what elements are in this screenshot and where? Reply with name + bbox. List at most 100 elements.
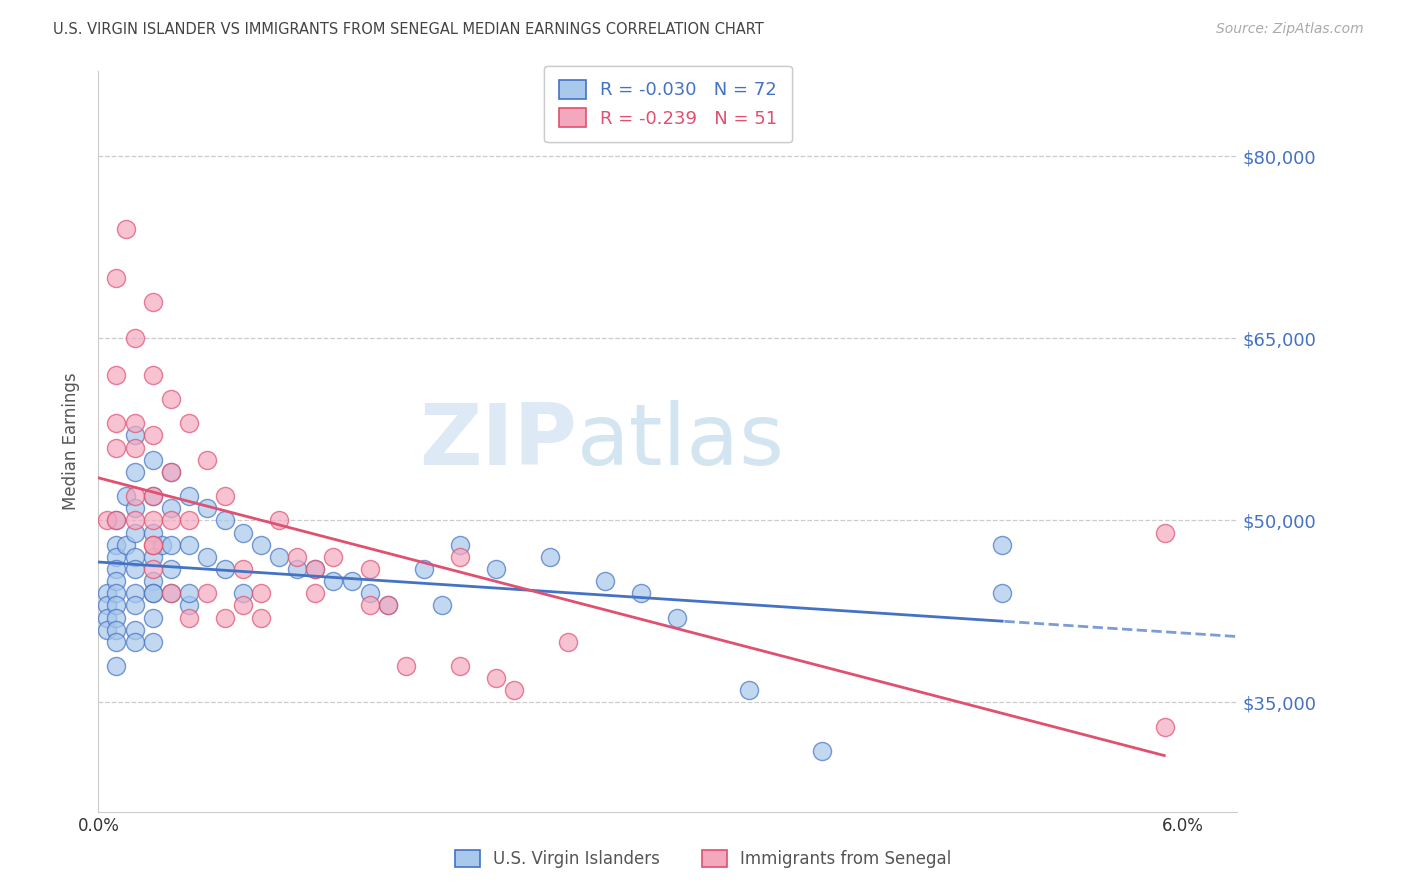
Point	[195, 452, 218, 467]
Point	[630, 586, 652, 600]
Point	[105, 368, 128, 382]
Point	[96, 610, 118, 624]
Point	[593, 574, 616, 588]
Point	[124, 525, 146, 540]
Point	[96, 599, 118, 613]
Point	[214, 489, 236, 503]
Point	[124, 635, 146, 649]
Point	[105, 538, 128, 552]
Point	[105, 562, 128, 576]
Point	[142, 586, 165, 600]
Point	[124, 549, 146, 564]
Point	[503, 683, 526, 698]
Point	[214, 513, 236, 527]
Point	[177, 599, 200, 613]
Point	[124, 465, 146, 479]
Point	[142, 562, 165, 576]
Point	[105, 513, 128, 527]
Point	[269, 513, 291, 527]
Point	[232, 525, 254, 540]
Point	[124, 417, 146, 431]
Point	[304, 562, 326, 576]
Point	[195, 549, 218, 564]
Point	[195, 501, 218, 516]
Text: U.S. VIRGIN ISLANDER VS IMMIGRANTS FROM SENEGAL MEDIAN EARNINGS CORRELATION CHAR: U.S. VIRGIN ISLANDER VS IMMIGRANTS FROM …	[53, 22, 765, 37]
Point	[177, 586, 200, 600]
Point	[105, 417, 128, 431]
Point	[142, 489, 165, 503]
Point	[105, 574, 128, 588]
Point	[159, 501, 181, 516]
Point	[142, 610, 165, 624]
Point	[142, 525, 165, 540]
Point	[142, 538, 165, 552]
Point	[322, 549, 344, 564]
Point	[159, 465, 181, 479]
Point	[142, 295, 165, 310]
Point	[124, 599, 146, 613]
Point	[304, 562, 326, 576]
Legend: U.S. Virgin Islanders, Immigrants from Senegal: U.S. Virgin Islanders, Immigrants from S…	[449, 843, 957, 875]
Point	[304, 586, 326, 600]
Point	[449, 538, 471, 552]
Point	[142, 489, 165, 503]
Point	[105, 659, 128, 673]
Point	[142, 428, 165, 442]
Point	[124, 513, 146, 527]
Point	[485, 671, 508, 685]
Point	[232, 562, 254, 576]
Point	[285, 562, 308, 576]
Point	[142, 452, 165, 467]
Text: ZIP: ZIP	[419, 400, 576, 483]
Point	[232, 599, 254, 613]
Point	[159, 392, 181, 406]
Point	[232, 586, 254, 600]
Point	[177, 489, 200, 503]
Point	[430, 599, 453, 613]
Point	[159, 586, 181, 600]
Point	[124, 428, 146, 442]
Point	[538, 549, 561, 564]
Point	[142, 574, 165, 588]
Point	[250, 538, 273, 552]
Point	[285, 549, 308, 564]
Point	[142, 538, 165, 552]
Point	[214, 562, 236, 576]
Point	[142, 549, 165, 564]
Point	[124, 501, 146, 516]
Point	[340, 574, 363, 588]
Point	[322, 574, 344, 588]
Point	[1154, 525, 1177, 540]
Point	[250, 610, 273, 624]
Point	[177, 538, 200, 552]
Point	[124, 489, 146, 503]
Point	[991, 586, 1014, 600]
Point	[114, 489, 136, 503]
Point	[412, 562, 434, 576]
Point	[177, 610, 200, 624]
Point	[359, 586, 381, 600]
Legend: R = -0.030   N = 72, R = -0.239   N = 51: R = -0.030 N = 72, R = -0.239 N = 51	[544, 66, 792, 142]
Point	[96, 586, 118, 600]
Point	[177, 513, 200, 527]
Point	[159, 562, 181, 576]
Point	[159, 538, 181, 552]
Point	[810, 744, 832, 758]
Point	[142, 368, 165, 382]
Point	[114, 222, 136, 236]
Point	[159, 586, 181, 600]
Point	[105, 549, 128, 564]
Point	[124, 331, 146, 345]
Point	[449, 659, 471, 673]
Point	[214, 610, 236, 624]
Point	[738, 683, 761, 698]
Point	[359, 562, 381, 576]
Point	[449, 549, 471, 564]
Point	[105, 441, 128, 455]
Point	[105, 586, 128, 600]
Point	[124, 441, 146, 455]
Point	[142, 513, 165, 527]
Point	[377, 599, 399, 613]
Point	[124, 562, 146, 576]
Point	[269, 549, 291, 564]
